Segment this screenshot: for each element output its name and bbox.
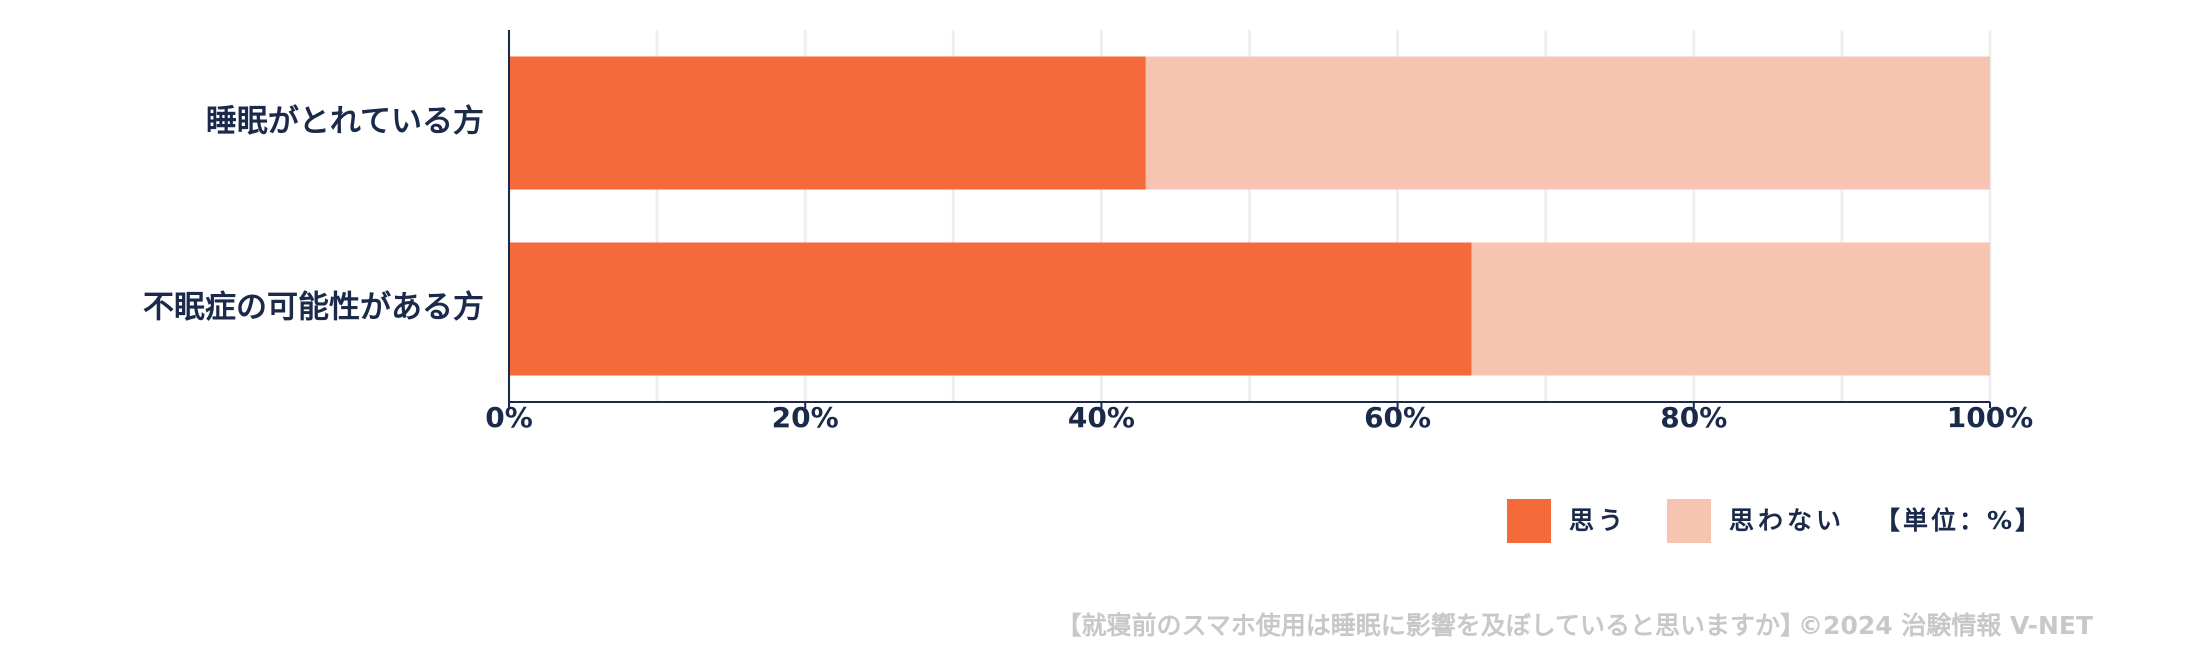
x-tick-label: 0% — [485, 401, 533, 434]
bar-segment — [1145, 56, 1990, 190]
legend-swatch — [1667, 499, 1712, 543]
legend-label: 思わない — [1729, 506, 1845, 535]
legend-swatch — [1507, 499, 1551, 543]
bar-segment — [509, 242, 1472, 376]
x-tick-label: 40% — [1068, 401, 1135, 434]
unit-note: 【単位：%】 — [1875, 506, 2043, 535]
bar-segment — [1471, 242, 1990, 376]
category-label: 睡眠がとれている方 — [206, 104, 484, 140]
source: ©2024 治験情報 V-NET — [1798, 611, 2093, 640]
category-label: 不眠症の可能性がある方 — [143, 290, 484, 326]
bar-segment — [509, 56, 1146, 190]
x-tick-label: 80% — [1660, 401, 1727, 434]
x-tick-label: 60% — [1364, 401, 1431, 434]
x-tick-label: 100% — [1947, 401, 2034, 434]
legend-label: 思う — [1569, 506, 1627, 535]
x-tick-label: 20% — [772, 401, 839, 434]
question: 【就寝前のスマホ使用は睡眠に影響を及ぼしていると思いますか】 — [1056, 611, 1805, 640]
